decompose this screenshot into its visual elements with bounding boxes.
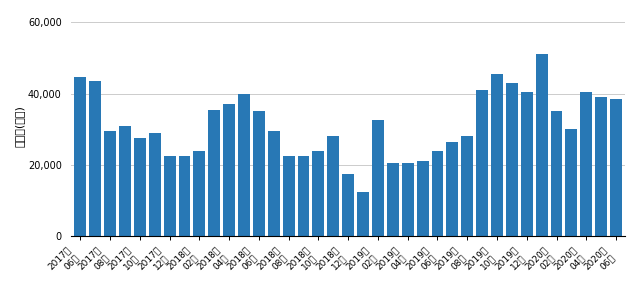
Bar <box>417 161 429 236</box>
Bar <box>536 54 548 236</box>
Bar <box>491 74 503 236</box>
Bar <box>521 92 532 236</box>
Bar <box>610 99 622 236</box>
Bar <box>447 142 458 236</box>
Bar <box>119 126 131 236</box>
Bar <box>193 151 205 236</box>
Bar <box>253 111 265 236</box>
Bar <box>148 133 161 236</box>
Bar <box>298 156 310 236</box>
Bar <box>223 104 235 236</box>
Bar <box>595 97 607 236</box>
Bar <box>461 136 473 236</box>
Bar <box>387 163 399 236</box>
Bar <box>89 81 101 236</box>
Bar <box>476 90 488 236</box>
Bar <box>550 111 563 236</box>
Bar <box>208 110 220 236</box>
Y-axis label: 거래량(건수): 거래량(건수) <box>15 105 25 147</box>
Bar <box>342 174 354 236</box>
Bar <box>431 151 444 236</box>
Bar <box>164 156 175 236</box>
Bar <box>372 120 384 236</box>
Bar <box>104 131 116 236</box>
Bar <box>283 156 294 236</box>
Bar <box>238 93 250 236</box>
Bar <box>327 136 339 236</box>
Bar <box>268 131 280 236</box>
Bar <box>580 92 592 236</box>
Bar <box>402 163 413 236</box>
Bar <box>134 138 146 236</box>
Bar <box>506 83 518 236</box>
Bar <box>357 192 369 236</box>
Bar <box>312 151 324 236</box>
Bar <box>566 129 577 236</box>
Bar <box>179 156 191 236</box>
Bar <box>74 77 86 236</box>
